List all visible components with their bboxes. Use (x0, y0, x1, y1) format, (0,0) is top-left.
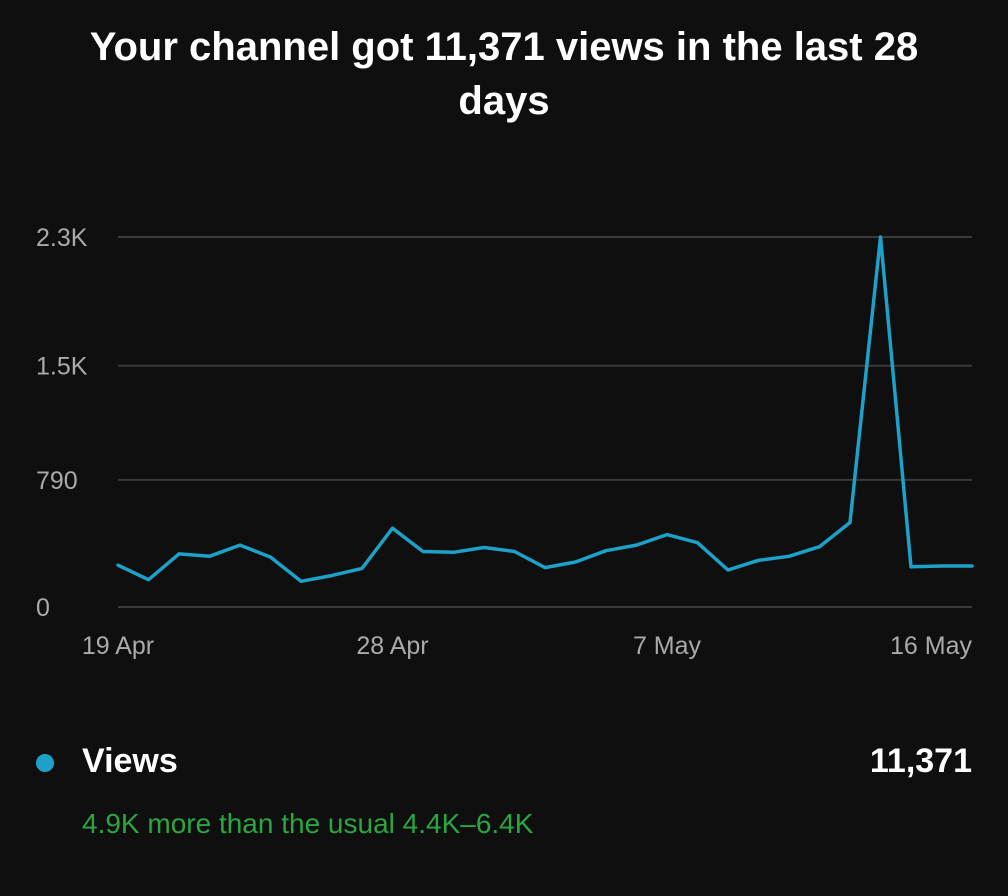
data-point[interactable] (234, 539, 246, 551)
data-point[interactable] (173, 548, 185, 560)
views-series-line[interactable] (116, 235, 974, 584)
data-point[interactable] (112, 559, 124, 571)
data-point[interactable] (600, 545, 612, 557)
data-point[interactable] (692, 537, 704, 549)
x-tick-label: 7 May (633, 632, 702, 660)
data-point[interactable] (966, 560, 978, 572)
x-tick-label: 19 Apr (82, 632, 154, 660)
data-point[interactable] (478, 541, 490, 553)
y-tick-label: 1.5K (36, 353, 88, 381)
data-point[interactable] (631, 539, 643, 551)
data-point[interactable] (783, 550, 795, 562)
y-tick-label: 0 (36, 594, 50, 622)
data-point[interactable] (753, 554, 765, 566)
data-point[interactable] (448, 546, 460, 558)
data-point[interactable] (722, 564, 734, 576)
x-tick-label: 28 Apr (356, 632, 428, 660)
data-point[interactable] (265, 551, 277, 563)
data-point[interactable] (905, 561, 917, 573)
data-point[interactable] (875, 231, 887, 243)
data-point[interactable] (204, 550, 216, 562)
data-point[interactable] (387, 522, 399, 534)
data-point[interactable] (356, 562, 368, 574)
legend-row[interactable]: Views 11,371 (36, 738, 972, 790)
data-point[interactable] (417, 546, 429, 558)
comparison-text: 4.9K more than the usual 4.4K–6.4K (82, 808, 534, 839)
legend-series-label: Views (82, 742, 178, 780)
legend-total-value: 11,371 (869, 742, 972, 780)
data-point[interactable] (326, 570, 338, 582)
y-tick-label: 790 (36, 467, 78, 495)
data-point[interactable] (936, 560, 948, 572)
series-color-dot (36, 754, 54, 772)
views-line-chart: 0 790 1.5K 2.3K 19 Apr 28 Apr 7 May 16 May (36, 224, 978, 660)
data-point[interactable] (570, 556, 582, 568)
data-point[interactable] (661, 529, 673, 541)
data-point[interactable] (539, 562, 551, 574)
data-point[interactable] (295, 575, 307, 587)
data-point[interactable] (844, 517, 856, 529)
page-title: Your channel got 11,371 views in the las… (89, 25, 919, 123)
x-tick-label: 16 May (890, 632, 972, 660)
data-point[interactable] (143, 574, 155, 586)
data-point[interactable] (509, 546, 521, 558)
y-tick-label: 2.3K (36, 224, 88, 252)
data-point[interactable] (814, 541, 826, 553)
